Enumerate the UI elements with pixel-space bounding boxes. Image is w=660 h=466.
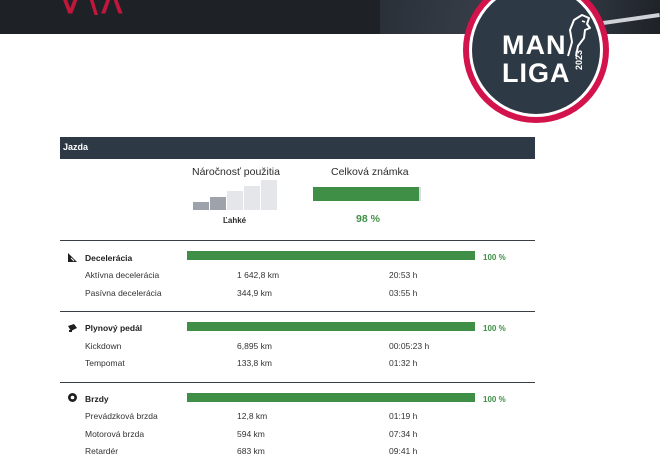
logo-year: 2023 [574, 49, 584, 70]
overall-grade-fill [313, 187, 419, 201]
logo-ring: MAN LIGA 2023 [469, 0, 603, 117]
row-name: Motorová brzda [85, 429, 145, 439]
row-time: 00:05:23 h [389, 341, 430, 351]
row-distance: 683 km [237, 446, 265, 456]
row-time: 01:19 h [389, 411, 418, 421]
section-header: Jazda [60, 137, 535, 159]
group-bar-deceleration [187, 251, 475, 260]
difficulty-step [210, 196, 226, 210]
banner-wordmark-fragment: ᐯ∖ᐱ [60, 0, 124, 20]
overall-grade-bar [313, 187, 421, 201]
row-distance: 133,8 km [237, 358, 272, 368]
row-distance: 12,8 km [237, 411, 268, 421]
difficulty-step [261, 180, 277, 210]
row-distance: 594 km [237, 429, 265, 439]
man-liga-logo: MAN LIGA 2023 [463, 0, 609, 123]
row-time: 09:41 h [389, 446, 418, 456]
row-name: Prevádzková brzda [85, 411, 158, 421]
row-name: Tempomat [85, 358, 125, 368]
difficulty-step [244, 185, 260, 210]
group-label-throttle: Plynový pedál [85, 323, 143, 333]
overall-grade-value: 98 % [356, 213, 380, 225]
group-percent-deceleration: 100 % [483, 253, 506, 262]
group-label-brakes: Brzdy [85, 394, 109, 404]
divider [60, 311, 535, 312]
group-label-deceleration: Decelerácia [85, 253, 133, 263]
group-bar-brakes [187, 393, 475, 402]
row-distance: 1 642,8 km [237, 270, 280, 280]
logo-core: MAN LIGA 2023 [472, 0, 600, 114]
overall-grade-label: Celková známka [331, 166, 409, 178]
slope-icon [68, 253, 77, 262]
pedal-icon [68, 324, 77, 332]
row-name: Kickdown [85, 341, 122, 351]
usage-difficulty-label: Náročnosť použitia [192, 166, 280, 178]
logo-text-man: MAN [502, 30, 567, 60]
logo-text-liga: LIGA [502, 58, 571, 88]
row-name: Retardér [85, 446, 119, 456]
row-time: 01:32 h [389, 358, 418, 368]
divider [60, 240, 535, 241]
difficulty-step [227, 191, 243, 210]
row-time: 20:53 h [389, 270, 418, 280]
row-name: Aktívna decelerácia [85, 270, 160, 280]
lion-icon [567, 14, 591, 57]
usage-difficulty-value: Ľahké [223, 216, 247, 225]
section-title: Jazda [63, 142, 89, 152]
row-time: 07:34 h [389, 429, 418, 439]
group-percent-brakes: 100 % [483, 395, 506, 404]
row-name: Pasívna decelerácia [85, 288, 162, 298]
divider [60, 382, 535, 383]
group-percent-throttle: 100 % [483, 324, 506, 333]
row-time: 03:55 h [389, 288, 418, 298]
row-distance: 344,9 km [237, 288, 272, 298]
row-distance: 6,895 km [237, 341, 272, 351]
difficulty-step [193, 202, 209, 210]
group-bar-throttle [187, 322, 475, 331]
brake-icon [68, 393, 77, 402]
